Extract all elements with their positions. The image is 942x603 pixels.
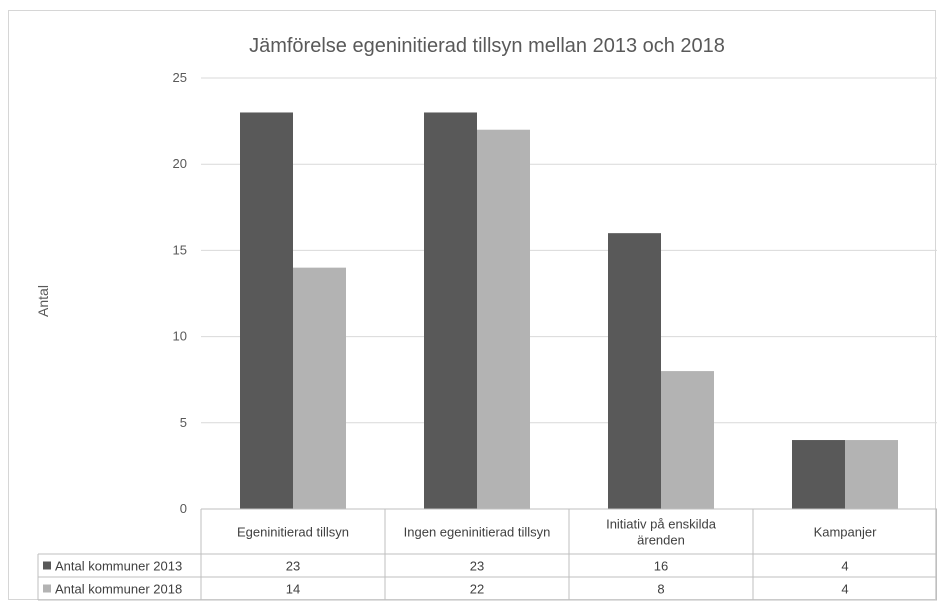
y-tick-label: 0 bbox=[180, 501, 187, 516]
category-label: Ingen egeninitierad tillsyn bbox=[404, 525, 551, 540]
table-value: 23 bbox=[470, 559, 484, 574]
y-axis-label: Antal bbox=[35, 285, 51, 317]
table-value: 23 bbox=[286, 559, 300, 574]
series-name: Antal kommuner 2018 bbox=[55, 582, 182, 597]
table-value: 4 bbox=[841, 559, 848, 574]
y-tick-label: 10 bbox=[173, 329, 187, 344]
table-value: 16 bbox=[654, 559, 668, 574]
chart-container: Jämförelse egeninitierad tillsyn mellan … bbox=[8, 10, 937, 601]
y-axis-ticks: 0 5 10 15 20 25 bbox=[173, 70, 187, 516]
bar-2013 bbox=[424, 112, 477, 509]
legend-key bbox=[43, 584, 51, 593]
table-value: 8 bbox=[657, 582, 664, 597]
bar-2013 bbox=[792, 440, 845, 509]
y-tick-label: 5 bbox=[180, 415, 187, 430]
bar-chart: Jämförelse egeninitierad tillsyn mellan … bbox=[35, 35, 937, 601]
bar-2013 bbox=[240, 112, 293, 509]
table-value: 4 bbox=[841, 582, 848, 597]
data-table: Egeninitierad tillsyn Ingen egeninitierad… bbox=[37, 508, 937, 601]
category-label: Kampanjer bbox=[814, 525, 878, 540]
bar-2018 bbox=[293, 267, 346, 509]
chart-title: Jämförelse egeninitierad tillsyn mellan … bbox=[249, 35, 725, 57]
category-label: ärenden bbox=[637, 533, 685, 548]
bar-2013 bbox=[608, 233, 661, 509]
bar-2018 bbox=[477, 129, 530, 509]
bars bbox=[240, 112, 898, 509]
table-value: 14 bbox=[286, 582, 300, 597]
series-name: Antal kommuner 2013 bbox=[55, 559, 182, 574]
y-tick-label: 15 bbox=[173, 242, 187, 257]
y-tick-label: 25 bbox=[173, 70, 187, 85]
legend-key bbox=[43, 561, 51, 570]
bar-2018 bbox=[661, 371, 714, 509]
y-tick-label: 20 bbox=[173, 156, 187, 171]
category-label: Egeninitierad tillsyn bbox=[237, 525, 349, 540]
table-value: 22 bbox=[470, 582, 484, 597]
category-label: Initiativ på enskilda bbox=[606, 517, 717, 532]
bar-2018 bbox=[845, 440, 898, 509]
